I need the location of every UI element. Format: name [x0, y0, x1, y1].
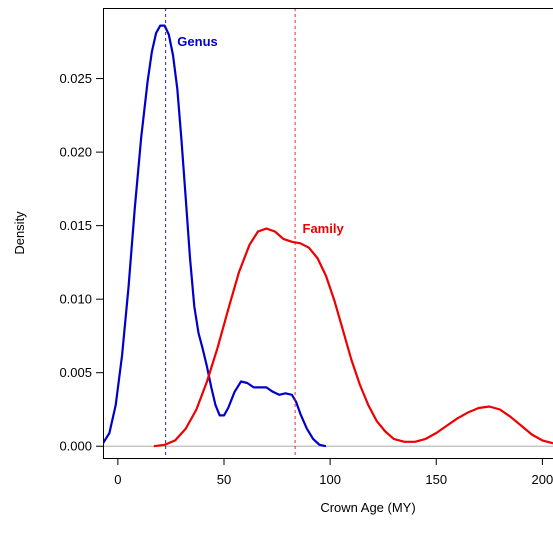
x-tick-label: 150 [425, 472, 447, 487]
x-tick-label: 100 [319, 472, 341, 487]
x-tick-label: 0 [114, 472, 121, 487]
family-density-line [153, 227, 553, 448]
y-tick-label: 0.015 [59, 218, 92, 233]
y-tick-label: 0.020 [59, 145, 92, 160]
y-tick-label: 0.005 [59, 365, 92, 380]
x-tick-label: 200 [532, 472, 553, 487]
genus-series-label: Genus [177, 34, 217, 49]
family-series-label: Family [303, 221, 345, 236]
y-axis-title: Density [12, 211, 27, 255]
x-axis-title: Crown Age (MY) [320, 500, 415, 515]
y-tick-label: 0.000 [59, 439, 92, 454]
y-tick-label: 0.010 [59, 292, 92, 307]
y-axis: 0.000 0.005 0.010 0.015 0.020 0.025 [59, 71, 103, 454]
y-tick-label: 0.025 [59, 71, 92, 86]
genus-density-line [103, 24, 327, 448]
x-axis: 0 50 100 150 200 [114, 458, 553, 487]
plot-area: Genus Family [103, 8, 553, 458]
x-tick-label: 50 [217, 472, 231, 487]
plot-frame [103, 8, 553, 459]
